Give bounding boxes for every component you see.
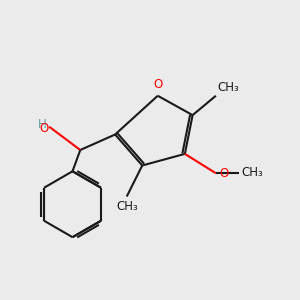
Text: CH₃: CH₃ (218, 81, 239, 94)
Text: CH₃: CH₃ (116, 200, 138, 213)
Text: O: O (219, 167, 228, 180)
Text: H: H (38, 118, 46, 131)
Text: O: O (153, 78, 162, 91)
Text: CH₃: CH₃ (241, 166, 263, 179)
Text: O: O (39, 122, 49, 135)
